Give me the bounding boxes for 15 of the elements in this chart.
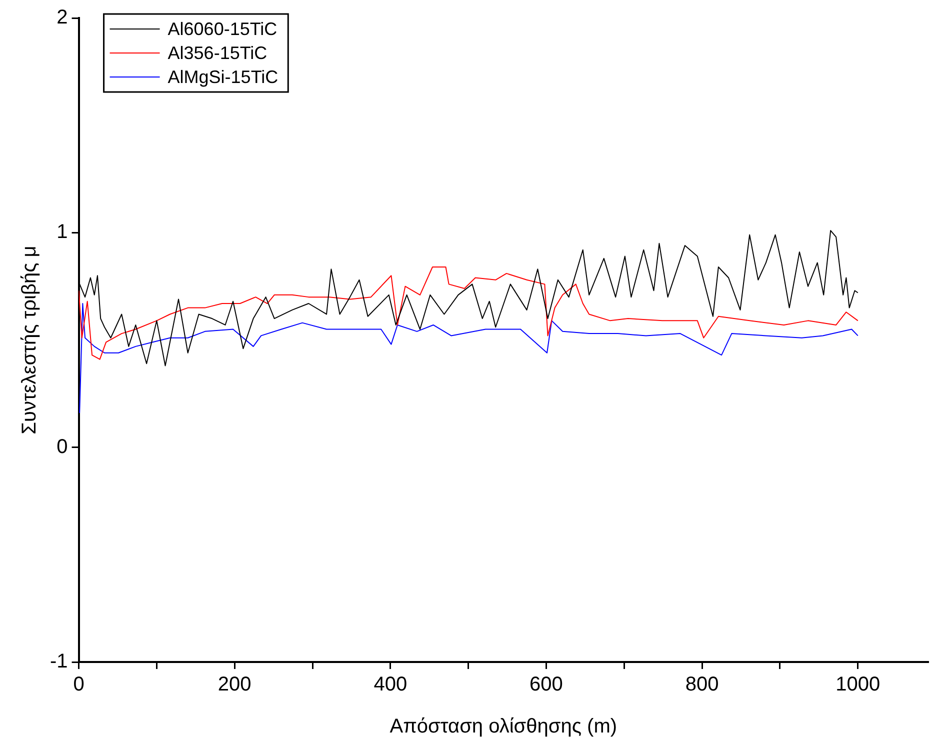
x-tick-label: 800 [685,674,719,696]
x-tick-label: 400 [374,674,408,696]
legend-label: Al6060-15TiC [168,18,278,39]
x-tick-label: 0 [73,674,84,696]
y-tick-label: -1 [50,650,68,673]
y-axis-title: Συντελεστής τριβής μ [18,246,41,434]
x-axis-title: Απόσταση ολίσθησης (m) [390,716,618,738]
y-tick-label: 1 [56,221,68,244]
legend-label: Al356-15TiC [168,42,268,63]
y-tick-label: 2 [56,6,68,29]
x-tick-label: 600 [530,674,563,696]
x-tick-label: 1000 [836,674,880,696]
y-tick-label: 0 [56,436,68,458]
x-tick-label: 200 [218,674,252,696]
legend-label: AlMgSi-15TiC [168,66,278,87]
